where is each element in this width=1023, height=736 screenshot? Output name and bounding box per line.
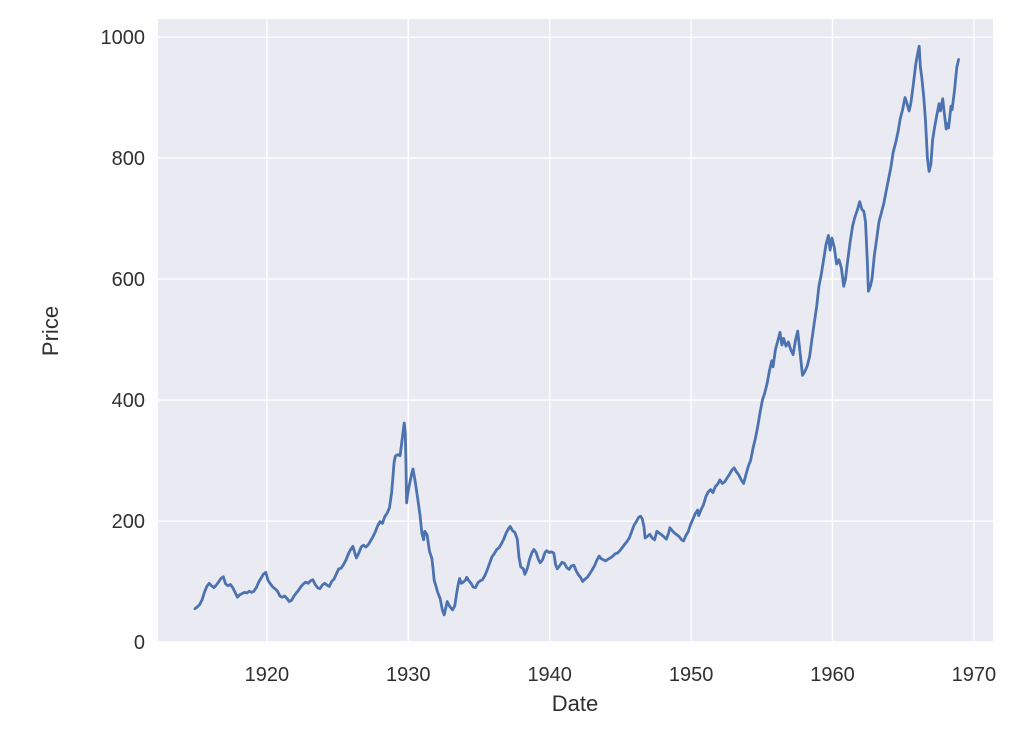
price-line-series bbox=[193, 44, 960, 617]
y-tick-label: 0 bbox=[134, 632, 145, 654]
y-tick-label: 200 bbox=[112, 511, 145, 533]
y-tick-label: 600 bbox=[112, 269, 145, 291]
x-tick-label: 1920 bbox=[245, 664, 290, 686]
x-tick-label: 1950 bbox=[669, 664, 714, 686]
x-axis-label: Date bbox=[552, 691, 598, 716]
x-tick-label: 1940 bbox=[527, 664, 572, 686]
y-tick-label: 1000 bbox=[101, 27, 146, 49]
y-tick-label: 800 bbox=[112, 148, 145, 170]
y-axis-label: Price bbox=[38, 306, 63, 356]
x-tick-label: 1960 bbox=[810, 664, 855, 686]
plot-area bbox=[158, 19, 993, 642]
x-tick-label: 1930 bbox=[386, 664, 431, 686]
x-tick-label: 1970 bbox=[952, 664, 997, 686]
y-tick-label: 400 bbox=[112, 390, 145, 412]
